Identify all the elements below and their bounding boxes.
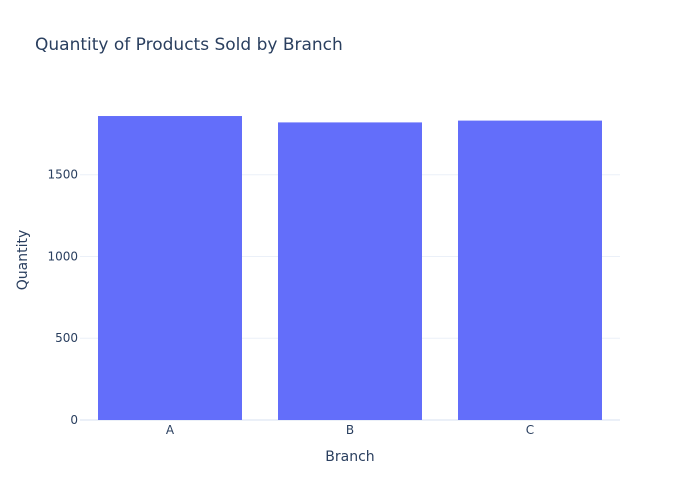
x-tick-label: C [526, 423, 534, 437]
y-tick-label: 500 [55, 331, 78, 345]
x-axis-title: Branch [325, 449, 374, 465]
y-tick-label: 1000 [47, 249, 78, 263]
y-tick-label: 0 [70, 413, 78, 427]
y-tick-label: 1500 [47, 168, 78, 182]
chart-title: Quantity of Products Sold by Branch [35, 35, 343, 55]
x-tick-label: B [346, 423, 354, 437]
x-axis-ticks: A B C [166, 423, 534, 437]
bar-a[interactable] [98, 116, 242, 420]
y-axis-title: Quantity [15, 230, 31, 291]
y-axis-ticks: 0 500 1000 1500 [47, 168, 78, 427]
bar-c[interactable] [458, 120, 602, 420]
x-tick-label: A [166, 423, 175, 437]
bar-b[interactable] [278, 122, 422, 420]
bars [98, 116, 602, 420]
